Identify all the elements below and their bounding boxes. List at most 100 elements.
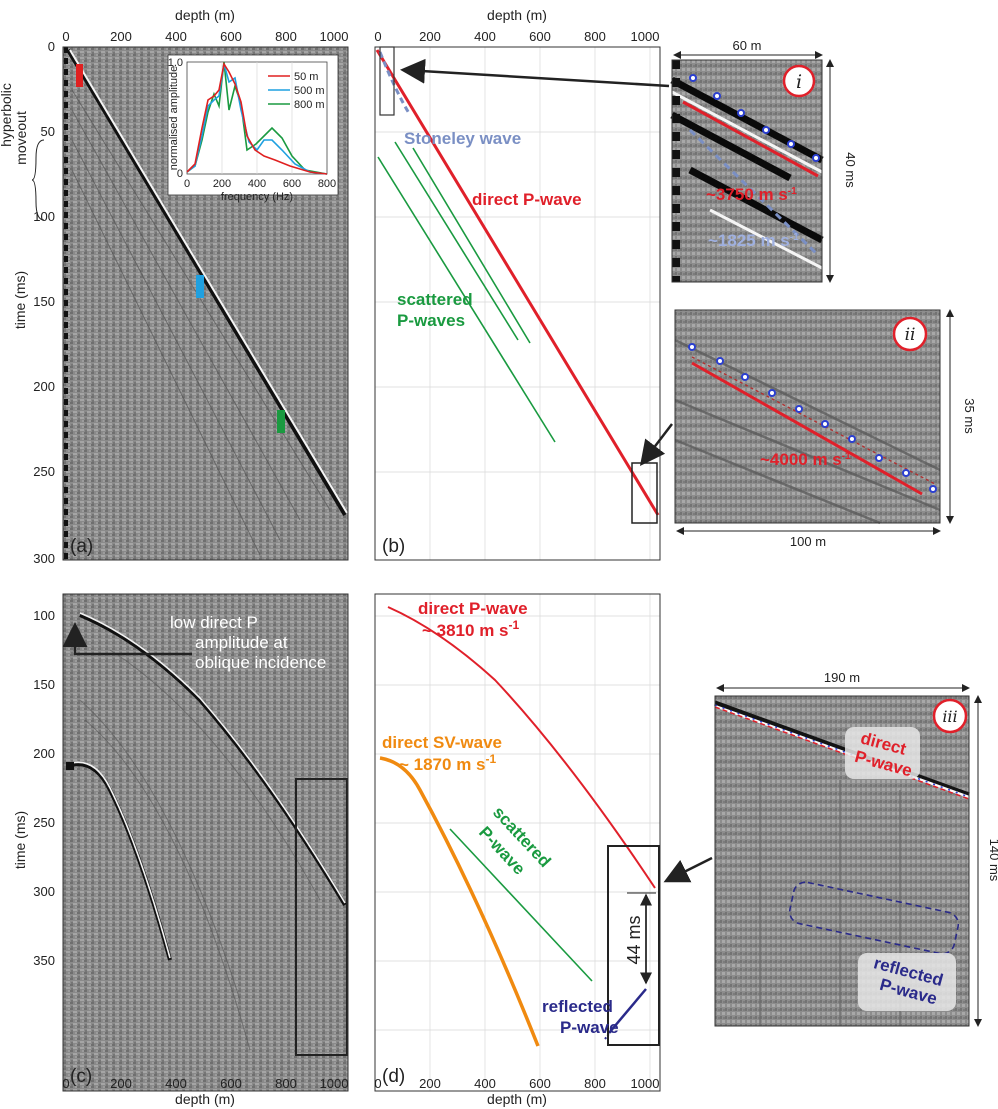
- direct-p-label-b: direct P-wave: [472, 190, 582, 209]
- depth-tick-d-3: 600: [529, 1076, 551, 1091]
- annotation-c-line1: low direct P: [170, 613, 258, 632]
- moveout-brace: [31, 139, 45, 221]
- zoom-ii-picks: [688, 343, 937, 493]
- zoom-ii-roman: ii: [905, 325, 916, 345]
- inset-ytick-bottom: 0: [177, 168, 183, 180]
- arrow-to-box-ii: [639, 423, 673, 466]
- depth-label-d: depth (m): [487, 1091, 547, 1107]
- direct-p-line-b: [375, 49, 660, 516]
- time-tick-a-1: 50: [41, 124, 55, 139]
- seismic-image-c: [63, 594, 348, 1091]
- scattered-label-b2: P-waves: [397, 311, 465, 330]
- depth-tick-a-1: 200: [110, 29, 132, 44]
- zoom-ii-frame: [674, 309, 941, 524]
- direct-wave-trace-a-highlight: [69, 49, 348, 514]
- depth-tick-c-2: 400: [165, 1076, 187, 1091]
- zoom-i-white-bands: [671, 90, 823, 270]
- depth-label-b: depth (m): [487, 7, 547, 23]
- marker-500m: [196, 275, 204, 298]
- legend-label-800m: 800 m: [294, 99, 325, 111]
- time-tick-c-0: 100: [33, 608, 55, 623]
- time-tick-c-1: 150: [33, 677, 55, 692]
- zoom-i-frame: [671, 59, 823, 283]
- time-tick-a-6: 300: [33, 551, 55, 566]
- time-label-a: time (ms): [12, 271, 28, 329]
- scattered-line-b2: [394, 141, 519, 341]
- marker-800m: [277, 410, 285, 433]
- panel-b: Stoneley wave direct P-wave scattered P-…: [374, 7, 661, 561]
- panel-letter-a: (a): [70, 536, 93, 557]
- direct-p-trace-c-highlight: [79, 612, 346, 904]
- zoom-i-picks: [689, 74, 820, 162]
- zoom-i-badge: [782, 64, 816, 98]
- zoom-ii-height-label: 35 ms: [962, 398, 977, 434]
- inset-ytick-top: 1.0: [168, 57, 183, 69]
- arrow-to-box-d: [663, 856, 713, 883]
- panel-d: 44 ms direct P-wave ~ 3810 m s-1 direct …: [374, 593, 661, 1107]
- panel-a: 1.0 0 0 200 400 600 800 frequency (Hz) n…: [0, 7, 349, 566]
- scattered-curve-d: [449, 828, 593, 982]
- marker-50m: [76, 64, 83, 87]
- inset-spectrum: 1.0 0 0 200 400 600 800 frequency (Hz) n…: [167, 54, 339, 203]
- zoom-iii-badge: [932, 698, 968, 734]
- sv-curve-d: [379, 756, 540, 1047]
- depth-tick-d-2: 400: [474, 1076, 496, 1091]
- reflected-label-d1: reflected: [542, 997, 613, 1016]
- depth-tick-b-2: 400: [474, 29, 496, 44]
- zoom-ii-width-label: 100 m: [790, 534, 826, 549]
- inset-xtick-0: 0: [184, 178, 190, 190]
- depth-label-c: depth (m): [175, 1091, 235, 1107]
- inset-xtick-3: 600: [283, 178, 301, 190]
- panel-d-background: [375, 594, 660, 1091]
- time-tick-c-4: 300: [33, 884, 55, 899]
- annotation-c-line3: oblique incidence: [195, 653, 326, 672]
- depth-tick-d-5: 1000: [631, 1076, 660, 1091]
- scattered-traces-a: [71, 89, 331, 556]
- time-tick-c-5: 350: [33, 953, 55, 968]
- zoom-box-c: [295, 778, 348, 1056]
- zoom-ii-pick-trend: [691, 356, 936, 485]
- zoom-ii-badge: [892, 316, 928, 352]
- depth-tick-a-2: 400: [165, 29, 187, 44]
- grid-d: [375, 594, 660, 1091]
- depth-tick-c-0: 0: [62, 1076, 69, 1091]
- legend-label-500m: 500 m: [294, 85, 325, 97]
- zoom-ii-image: [675, 310, 940, 523]
- time-tick-a-3: 150: [33, 294, 55, 309]
- inset-xtick-2: 400: [248, 178, 266, 190]
- scattered-traces-c: [79, 649, 321, 1051]
- zoom-i-red-velocity: ~3750 m s-1: [706, 185, 797, 204]
- zoom-ii-red-velocity: ~4000 m s-1: [760, 450, 851, 469]
- reflected-curve-d: [608, 988, 647, 1034]
- depth-tick-b-3: 600: [529, 29, 551, 44]
- panel-b-background: [375, 47, 660, 560]
- direct-wave-trace-a: [66, 48, 347, 517]
- zoom-panel-i: i ~3750 m s-1 ~1825 m s-1 60 m 40 ms: [670, 38, 858, 283]
- inset-ylabel: normalised amplitude: [168, 66, 180, 171]
- zoom-i-red-fit: [682, 100, 819, 178]
- scattered-line-b1: [377, 156, 556, 443]
- grid-b: [375, 47, 660, 560]
- panel-letter-c: (c): [70, 1066, 92, 1087]
- zoom-iii-height-label: 140 ms: [987, 839, 998, 882]
- time-tick-a-4: 200: [33, 379, 55, 394]
- zoom-iii-direct-label-bg: [845, 727, 920, 779]
- scattered-line-b3: [412, 147, 531, 344]
- depth-tick-c-3: 600: [220, 1076, 242, 1091]
- zoom-iii-reflected-outline: [788, 881, 960, 955]
- zoom-i-blue-velocity: ~1825 m s-1: [708, 231, 799, 250]
- zoom-iii-dark-band: [714, 700, 970, 798]
- depth-tick-b-5: 1000: [631, 29, 660, 44]
- depth-tick-a-4: 800: [275, 29, 297, 44]
- zoom-iii-red-fit: [714, 706, 970, 800]
- zoom-i-blue-fit: [688, 128, 820, 257]
- hyperbolic-label: hyperbolic: [0, 83, 14, 147]
- direct-p-trace-c: [79, 613, 347, 907]
- spectrum-50m: [186, 61, 328, 175]
- depth-tick-d-4: 800: [584, 1076, 606, 1091]
- time-tick-c-3: 250: [33, 815, 55, 830]
- direct-p-label-d2: ~ 3810 m s-1: [422, 618, 519, 640]
- zoom-iii-blue-picks: [714, 704, 970, 798]
- arrow-to-box-i: [400, 58, 670, 88]
- annotation-c-line2: amplitude at: [195, 633, 288, 652]
